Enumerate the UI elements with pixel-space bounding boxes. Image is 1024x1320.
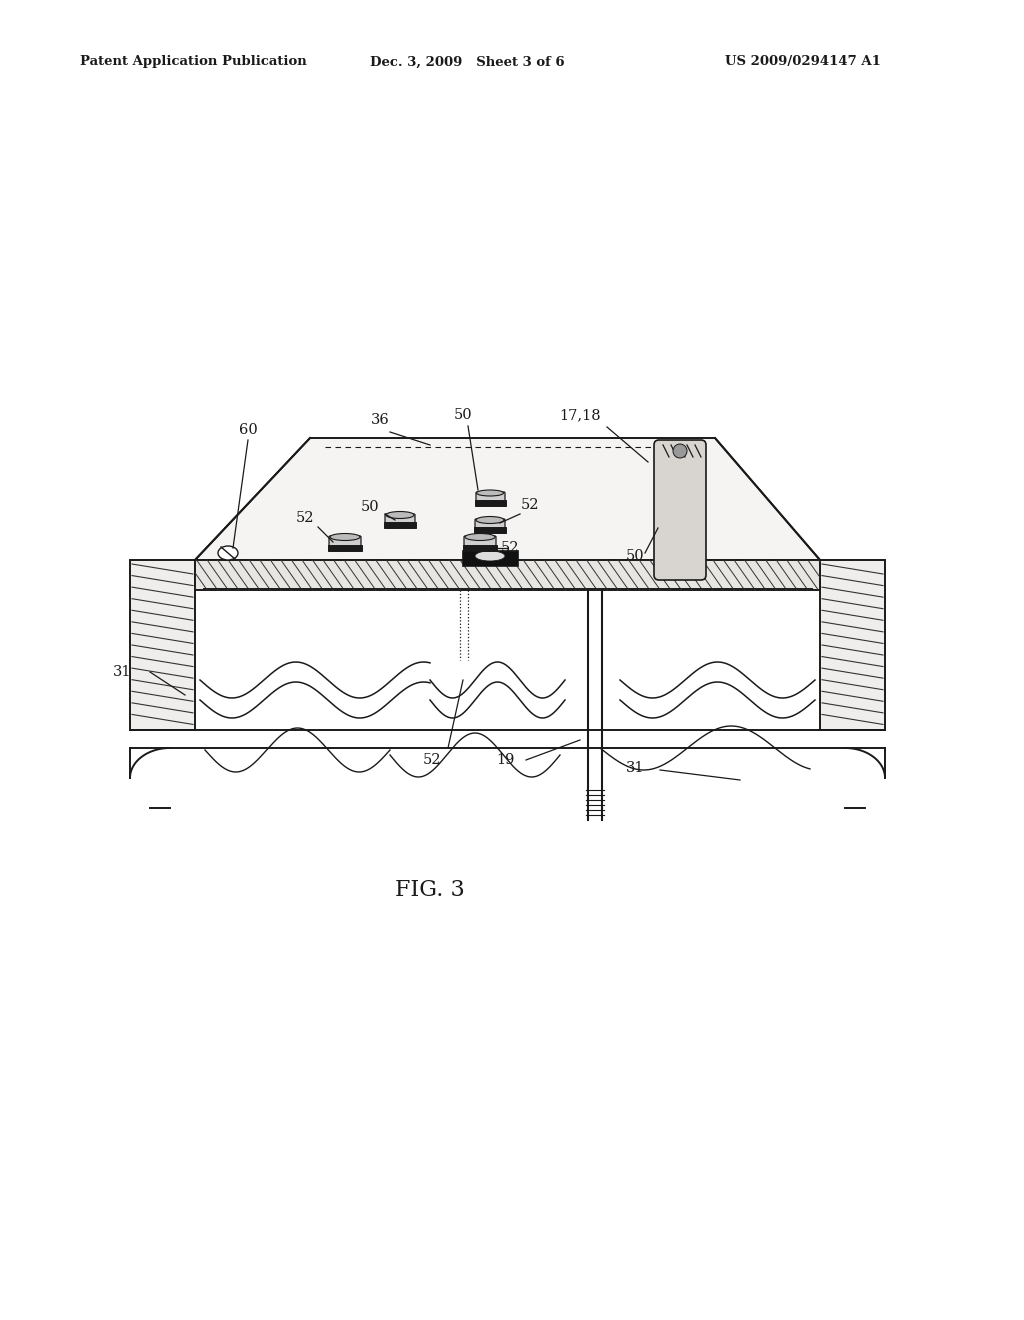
Bar — [328, 545, 362, 550]
Ellipse shape — [476, 516, 504, 524]
Polygon shape — [130, 560, 195, 730]
Polygon shape — [820, 560, 885, 730]
Ellipse shape — [330, 533, 360, 540]
Text: FIG. 3: FIG. 3 — [395, 879, 465, 902]
Text: 52: 52 — [521, 498, 540, 512]
Text: 52: 52 — [296, 511, 314, 525]
Bar — [474, 527, 506, 533]
Text: 50: 50 — [626, 549, 644, 564]
Text: 31: 31 — [113, 665, 131, 678]
Bar — [463, 545, 497, 550]
FancyBboxPatch shape — [329, 536, 361, 549]
FancyBboxPatch shape — [464, 536, 496, 549]
Text: 36: 36 — [371, 413, 389, 426]
Text: 19: 19 — [496, 752, 514, 767]
Ellipse shape — [476, 490, 504, 496]
Bar — [475, 500, 506, 506]
Bar — [384, 521, 416, 528]
FancyBboxPatch shape — [476, 492, 505, 504]
FancyBboxPatch shape — [654, 440, 706, 579]
Text: 52: 52 — [501, 541, 519, 554]
Text: 50: 50 — [454, 408, 472, 422]
Text: Patent Application Publication: Patent Application Publication — [80, 55, 307, 69]
Bar — [462, 550, 518, 566]
Circle shape — [673, 444, 687, 458]
Text: 31: 31 — [626, 762, 644, 775]
Text: 17,18: 17,18 — [559, 408, 601, 422]
Text: 50: 50 — [360, 500, 379, 513]
FancyBboxPatch shape — [475, 519, 505, 531]
Ellipse shape — [218, 546, 238, 560]
Text: 52: 52 — [423, 752, 441, 767]
Text: US 2009/0294147 A1: US 2009/0294147 A1 — [725, 55, 881, 69]
Text: 60: 60 — [239, 422, 257, 437]
FancyBboxPatch shape — [385, 513, 415, 525]
Ellipse shape — [475, 550, 505, 561]
Polygon shape — [195, 560, 820, 590]
Ellipse shape — [386, 511, 414, 519]
Ellipse shape — [465, 533, 495, 540]
Polygon shape — [195, 438, 820, 560]
Text: Dec. 3, 2009   Sheet 3 of 6: Dec. 3, 2009 Sheet 3 of 6 — [370, 55, 564, 69]
